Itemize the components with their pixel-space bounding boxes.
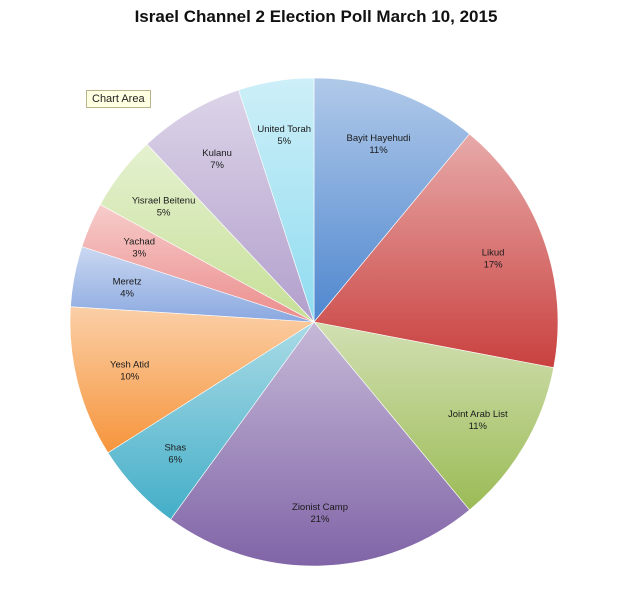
slice-percent-label: 4% [120,288,134,299]
pie-slice-bayit-hayehudi[interactable] [313,77,470,323]
slice-label: Yisrael Beitenu [132,195,196,206]
pie-slice-zionist-camp[interactable] [170,321,470,567]
pie-slice-united-torah[interactable] [238,77,315,323]
slice-percent-label: 10% [120,371,140,382]
slice-label: Yachad [124,236,156,247]
slice-percent-label: 7% [210,160,224,171]
chart-area-tooltip: Chart Area [86,90,151,108]
pie-slice-likud[interactable] [313,133,559,369]
slice-percent-label: 21% [310,514,330,525]
slice-label: Yesh Atid [110,359,149,370]
slice-percent-label: 5% [277,136,291,147]
slice-label: Joint Arab List [448,409,508,420]
slice-label: Zionist Camp [292,502,348,513]
pie-slice-kulanu[interactable] [146,89,315,323]
slice-percent-label: 11% [469,421,488,432]
slice-label: Kulanu [202,148,232,159]
slice-label: Bayit Hayehudi [347,133,411,144]
slice-percent-label: 3% [132,248,146,259]
slice-percent-label: 17% [484,260,504,271]
chart-title: Israel Channel 2 Election Poll March 10,… [134,7,498,26]
slice-label: Likud [482,248,505,259]
slice-percent-label: 11% [369,145,388,156]
slice-label: United Torah [257,124,311,135]
slice-label: Shas [164,442,186,453]
pie-slice-joint-arab-list[interactable] [313,321,555,511]
slice-percent-label: 5% [157,207,171,218]
pie-slice-yesh-atid[interactable] [69,306,315,454]
slice-label: Meretz [113,276,142,287]
slice-percent-label: 6% [168,454,182,465]
